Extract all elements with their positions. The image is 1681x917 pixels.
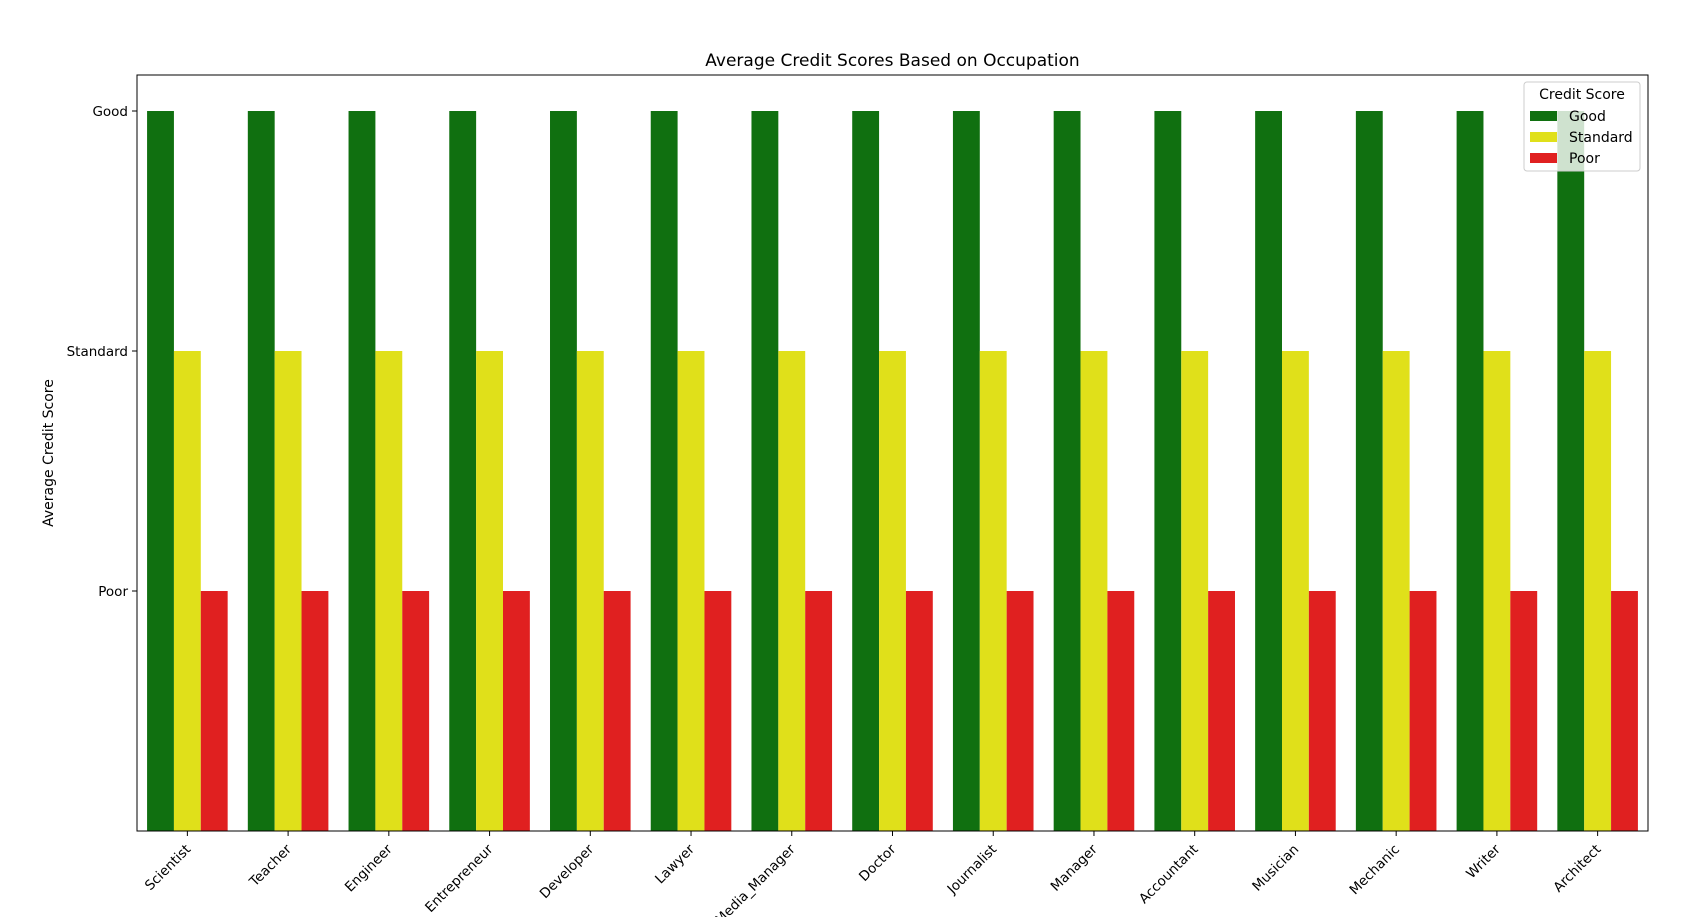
x-tick-label: Musician (1249, 842, 1302, 895)
bar-good-musician (1255, 111, 1282, 831)
bar-poor-architect (1611, 591, 1638, 831)
x-tick-label: Writer (1463, 841, 1504, 882)
x-tick-label: Mechanic (1346, 842, 1403, 899)
bar-poor-mechanic (1409, 591, 1437, 831)
bar-good-writer (1456, 111, 1484, 831)
bar-poor-accountant (1208, 591, 1235, 831)
x-tick-label: Manager (1048, 841, 1101, 894)
bar-good-engineer (348, 111, 376, 831)
x-tick-label: Developer (537, 841, 598, 902)
legend-title: Credit Score (1539, 87, 1625, 103)
y-tick-label: Good (92, 104, 128, 120)
bar-poor-developer (603, 591, 631, 831)
bar-standard-lawyer (677, 351, 705, 831)
legend-label-poor: Poor (1569, 151, 1600, 167)
bar-good-scientist (147, 111, 174, 831)
bar-standard-scientist (173, 351, 201, 831)
x-tick-label: Accountant (1136, 842, 1202, 908)
bar-standard-developer (576, 351, 604, 831)
x-tick-label: Architect (1550, 842, 1604, 896)
bar-good-architect (1557, 111, 1585, 831)
bar-good-teacher (247, 111, 275, 831)
bar-standard-doctor (879, 351, 906, 831)
legend-items: Good Standard Poor (1530, 109, 1633, 167)
legend-label-standard: Standard (1569, 130, 1633, 146)
y-tick-label: Standard (67, 344, 128, 360)
bar-standard-teacher (274, 351, 302, 831)
y-axis: Good Standard Poor (67, 104, 137, 600)
bar-standard-manager (1080, 351, 1108, 831)
bar-good-mechanic (1355, 111, 1383, 831)
bar-poor-media_manager (805, 591, 833, 831)
legend: Credit Score Good Standard Poor (1523, 81, 1641, 172)
x-tick-label: Media_Manager (712, 841, 799, 917)
bar-poor-manager (1107, 591, 1135, 831)
bar-good-manager (1053, 111, 1081, 831)
x-tick-label: Scientist (142, 842, 194, 894)
x-axis: Scientist Teacher Engineer Entrepreneur Deve… (142, 831, 1604, 917)
bar-poor-musician (1308, 591, 1336, 831)
bar-standard-engineer (375, 351, 403, 831)
legend-swatch-good (1530, 111, 1557, 121)
bar-standard-journalist (979, 351, 1007, 831)
bar-good-media_manager (751, 111, 779, 831)
bar-good-developer (550, 111, 577, 831)
legend-box (1523, 81, 1641, 172)
bar-good-journalist (952, 111, 980, 831)
bar-poor-journalist (1006, 591, 1034, 831)
bar-standard-musician (1282, 351, 1309, 831)
bar-good-doctor (852, 111, 880, 831)
bar-standard-architect (1584, 351, 1612, 831)
legend-swatch-standard (1530, 132, 1557, 142)
legend-label-good: Good (1569, 109, 1606, 125)
x-tick-label: Lawyer (652, 841, 698, 887)
x-tick-label: Doctor (856, 841, 900, 885)
bar-standard-mechanic (1382, 351, 1410, 831)
chart-title: Average Credit Scores Based on Occupatio… (705, 51, 1079, 71)
bar-standard-writer (1483, 351, 1511, 831)
bar-standard-entrepreneur (476, 351, 503, 831)
bar-poor-lawyer (704, 591, 732, 831)
bar-poor-entrepreneur (503, 591, 530, 831)
bar-good-lawyer (650, 111, 678, 831)
bar-standard-media_manager (778, 351, 806, 831)
bar-standard-accountant (1181, 351, 1209, 831)
bar-poor-scientist (200, 591, 228, 831)
x-tick-label: Teacher (246, 841, 295, 890)
bar-poor-doctor (905, 591, 933, 831)
bar-poor-writer (1510, 591, 1538, 831)
x-tick-label: Journalist (944, 842, 1000, 898)
x-tick-label: Engineer (342, 841, 396, 895)
y-tick-label: Poor (98, 584, 128, 600)
y-axis-label: Average Credit Score (41, 379, 57, 527)
bar-good-accountant (1154, 111, 1182, 831)
bar-poor-engineer (402, 591, 430, 831)
bars-layer (147, 111, 1638, 831)
legend-swatch-poor (1530, 153, 1557, 163)
x-tick-label: Entrepreneur (422, 841, 497, 916)
bar-good-entrepreneur (449, 111, 477, 831)
bar-poor-teacher (301, 591, 329, 831)
